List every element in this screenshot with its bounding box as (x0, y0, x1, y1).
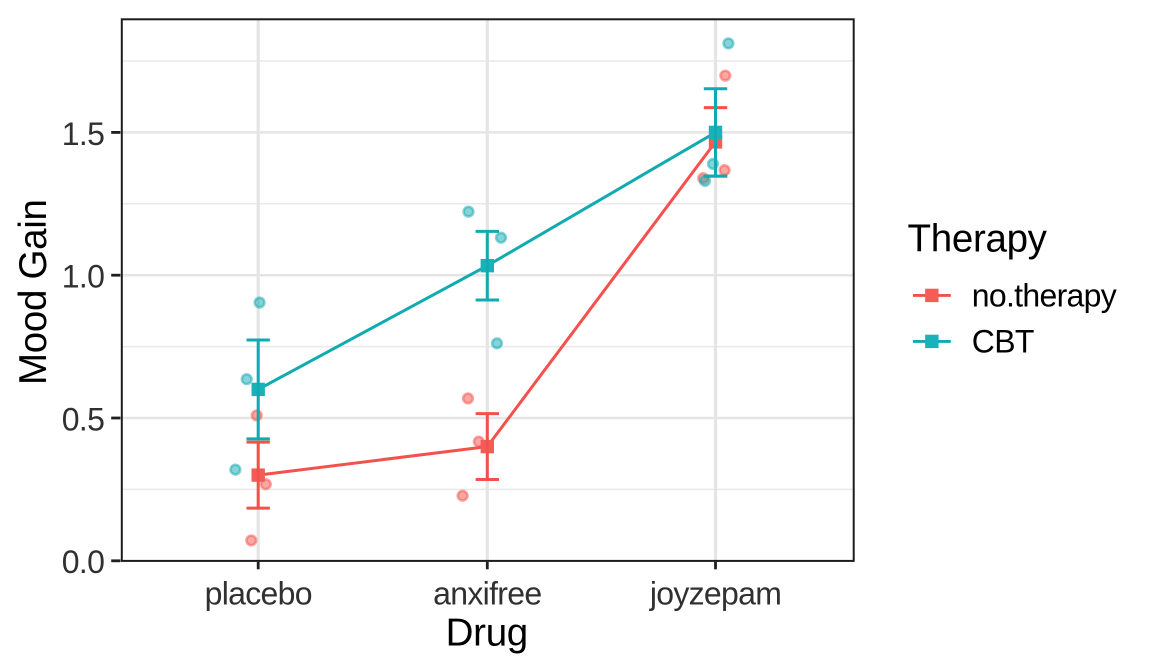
svg-text:1.5: 1.5 (62, 116, 104, 152)
svg-text:0.0: 0.0 (62, 544, 104, 580)
svg-text:no.therapy: no.therapy (972, 277, 1117, 313)
svg-text:anxifree: anxifree (433, 576, 541, 612)
svg-text:Mood Gain: Mood Gain (12, 199, 55, 385)
svg-text:CBT: CBT (972, 324, 1034, 360)
svg-text:Drug: Drug (446, 612, 528, 655)
svg-text:placebo: placebo (205, 576, 312, 612)
svg-text:Therapy: Therapy (908, 218, 1048, 261)
svg-text:joyzepam: joyzepam (649, 576, 781, 612)
svg-text:1.0: 1.0 (62, 259, 104, 295)
svg-text:0.5: 0.5 (62, 401, 104, 437)
